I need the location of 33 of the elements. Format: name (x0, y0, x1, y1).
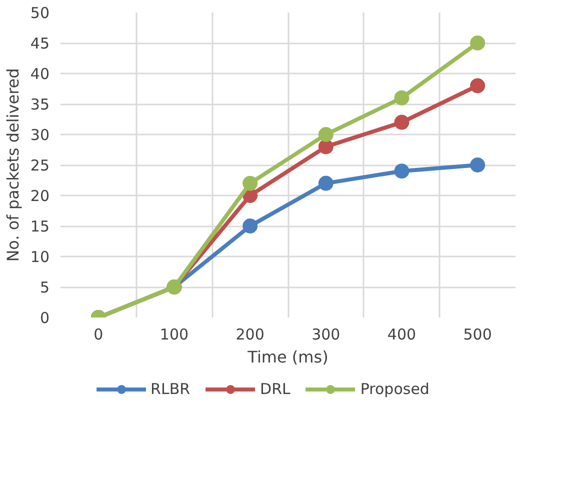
point (318, 139, 334, 154)
y-tick-label: 20 (30, 187, 50, 205)
point (242, 218, 258, 234)
x-tick-label: 300 (312, 326, 340, 344)
y-tick-label: 30 (30, 126, 50, 144)
x-tick-label: 400 (387, 326, 416, 344)
x-tick-label: 0 (94, 326, 104, 344)
point (470, 36, 486, 50)
point (318, 176, 334, 191)
legend-label: RLBR (150, 380, 190, 398)
point (394, 90, 410, 106)
y-tick-label: 15 (30, 218, 50, 236)
y-tick-label: 10 (30, 248, 50, 266)
y-tick-label: 40 (30, 65, 50, 83)
point (470, 158, 486, 172)
y-tick-label: 35 (30, 96, 50, 114)
point (242, 176, 258, 191)
x-tick-label: 200 (236, 326, 264, 344)
x-tick-label: 500 (463, 326, 492, 344)
point (394, 164, 410, 179)
y-tick-label: 50 (30, 4, 50, 22)
point (318, 127, 334, 142)
legend-label: DRL (260, 380, 290, 398)
x-axis-title: Time (ms) (246, 348, 328, 366)
y-axis-title: No. of packets delivered (3, 68, 22, 262)
x-tick-label: 100 (160, 326, 189, 344)
y-tick-label: 0 (40, 309, 50, 327)
point (394, 114, 410, 130)
y-tick-label: 5 (40, 278, 50, 296)
legend-label: Proposed (360, 380, 430, 398)
y-tick-label: 25 (30, 156, 50, 174)
y-tick-label: 45 (30, 34, 50, 52)
point (470, 78, 486, 94)
